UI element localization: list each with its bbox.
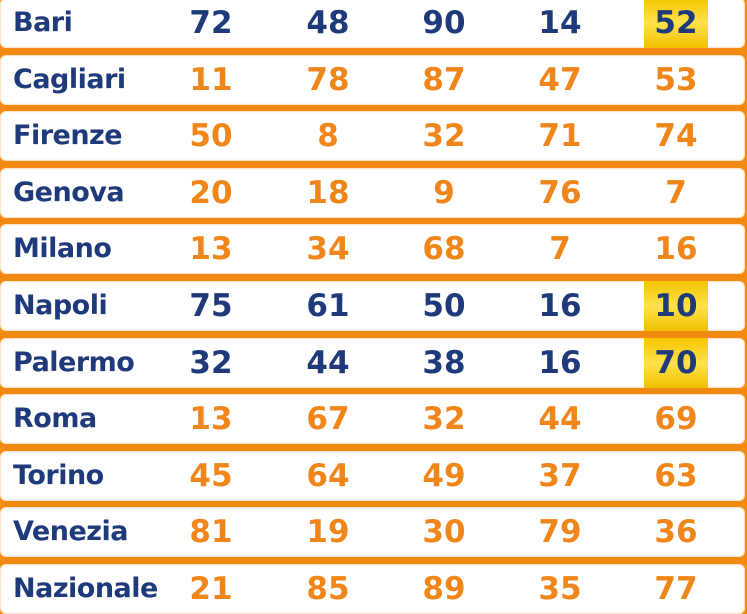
drawn-number: 71	[538, 118, 582, 155]
drawn-number: 13	[189, 231, 233, 268]
drawn-number: 7	[665, 174, 687, 211]
drawn-number: 89	[422, 571, 466, 607]
city-name: Venezia	[13, 516, 128, 548]
highlighted-number: 10	[644, 281, 708, 331]
drawn-number: 19	[306, 514, 350, 551]
drawn-number: 72	[189, 5, 233, 41]
table-row-milano: Milano 13 34 68 7 16	[0, 224, 745, 275]
drawn-number: 14	[538, 5, 582, 41]
city-name: Roma	[13, 403, 97, 435]
drawn-number: 20	[189, 174, 233, 211]
drawn-number: 74	[654, 118, 698, 155]
drawn-number: 44	[538, 401, 582, 438]
drawn-number: 32	[422, 401, 466, 438]
highlighted-number: 70	[644, 337, 708, 388]
drawn-number: 11	[189, 61, 233, 98]
drawn-number: 16	[654, 231, 698, 268]
table-row-nazionale: Nazionale 21 85 89 35 77	[0, 564, 745, 614]
drawn-number: 9	[433, 174, 455, 211]
table-row-palermo: Palermo 32 44 38 16 70	[0, 337, 745, 388]
drawn-number: 45	[189, 457, 233, 494]
drawn-number: 85	[306, 571, 350, 607]
city-name: Milano	[13, 233, 112, 265]
drawn-number: 16	[538, 288, 582, 324]
city-name: Palermo	[13, 346, 135, 378]
drawn-number: 47	[538, 61, 582, 98]
drawn-number: 64	[306, 457, 350, 494]
city-name: Bari	[13, 7, 73, 38]
drawn-number: 36	[654, 514, 698, 551]
drawn-number: 7	[549, 231, 571, 268]
drawn-number: 61	[306, 288, 350, 324]
drawn-number: 87	[422, 61, 466, 98]
table-row-genova: Genova 20 18 9 76 7	[0, 167, 745, 218]
table-row-venezia: Venezia 81 19 30 79 36	[0, 507, 745, 558]
drawn-number: 44	[306, 344, 350, 381]
drawn-number: 34	[306, 231, 350, 268]
drawn-number: 50	[189, 118, 233, 155]
drawn-number: 32	[422, 118, 466, 155]
drawn-number: 18	[306, 174, 350, 211]
table-row-bari: Bari 72 48 90 14 52	[0, 0, 745, 48]
drawn-number: 35	[538, 571, 582, 607]
city-name: Cagliari	[13, 63, 126, 95]
drawn-number: 76	[538, 174, 582, 211]
table-row-torino: Torino 45 64 49 37 63	[0, 450, 745, 501]
drawn-number: 69	[654, 401, 698, 438]
drawn-number: 8	[317, 118, 339, 155]
table-row-cagliari: Cagliari 11 78 87 47 53	[0, 54, 745, 105]
drawn-number: 13	[189, 401, 233, 438]
drawn-number: 90	[422, 5, 466, 41]
highlighted-number: 52	[644, 0, 708, 48]
drawn-number: 75	[189, 288, 233, 324]
city-name: Napoli	[13, 290, 108, 321]
city-name: Genova	[13, 176, 125, 208]
city-name: Firenze	[13, 120, 123, 152]
drawn-number: 38	[422, 344, 466, 381]
table-row-roma: Roma 13 67 32 44 69	[0, 394, 745, 445]
drawn-number: 77	[654, 571, 698, 607]
drawn-number: 32	[189, 344, 233, 381]
drawn-number: 30	[422, 514, 466, 551]
drawn-number: 37	[538, 457, 582, 494]
drawn-number: 53	[654, 61, 698, 98]
drawn-number: 78	[306, 61, 350, 98]
drawn-number: 48	[306, 5, 350, 41]
city-name: Nazionale	[13, 573, 158, 604]
city-name: Torino	[13, 459, 104, 491]
drawn-number: 68	[422, 231, 466, 268]
table-row-firenze: Firenze 50 8 32 71 74	[0, 111, 745, 162]
drawn-number: 81	[189, 514, 233, 551]
drawn-number: 21	[189, 571, 233, 607]
drawn-number: 50	[422, 288, 466, 324]
drawn-number: 16	[538, 344, 582, 381]
table-row-napoli: Napoli 75 61 50 16 10	[0, 281, 745, 331]
drawn-number: 63	[654, 457, 698, 494]
drawn-number: 79	[538, 514, 582, 551]
drawn-number: 67	[306, 401, 350, 438]
drawn-number: 49	[422, 457, 466, 494]
